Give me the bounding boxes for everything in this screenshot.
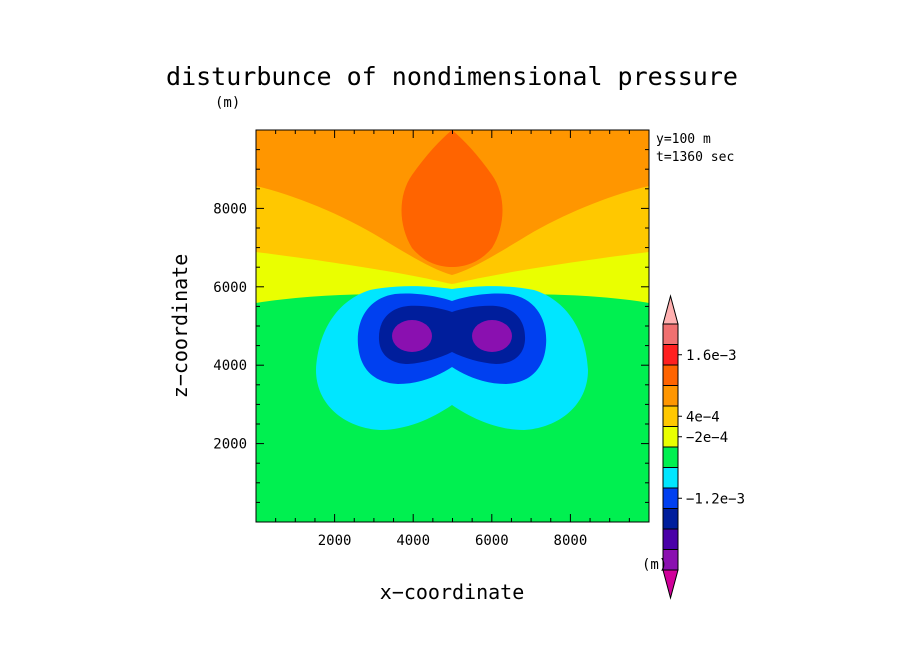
colorbar-box: [662, 405, 679, 427]
colorbar-label: −2e−4: [686, 430, 728, 446]
colorbar-box: [662, 323, 679, 345]
y-minor-ticks: [256, 149, 649, 503]
colorbar-box: [662, 467, 679, 489]
info-line-t: t=1360 sec: [656, 150, 734, 165]
info-line-y: y=100 m: [656, 132, 711, 147]
y-tick-label: 8000: [213, 201, 247, 217]
colorbar-box: [662, 364, 679, 386]
x-axis-label: x−coordinate: [380, 580, 525, 604]
y-tick-label: 2000: [213, 437, 247, 453]
y-tick-label: 6000: [213, 280, 247, 296]
colorbar-box: [662, 344, 679, 366]
colorbar-bottom-triangle: [662, 569, 679, 600]
x-tick-label: 6000: [475, 533, 509, 549]
x-major-ticks: [334, 130, 571, 522]
region-purple-core-left: [392, 320, 432, 352]
unit-bottom-label: (m): [642, 557, 667, 573]
plot-area: [256, 130, 649, 522]
colorbar-top-triangle: [662, 294, 679, 325]
y-axis-label: z−coordinate: [168, 254, 192, 399]
colorbar-box: [662, 528, 679, 550]
x-tick-label: 8000: [554, 533, 588, 549]
y-tick-label: 4000: [213, 358, 247, 374]
x-minor-ticks: [275, 130, 630, 522]
x-tick-label: 4000: [396, 533, 430, 549]
colorbar-label: −1.2e−3: [686, 491, 745, 507]
chart-title: disturbunce of nondimensional pressure: [166, 62, 738, 91]
colorbar-box: [662, 446, 679, 468]
region-dark-orange-plume: [401, 130, 503, 267]
colorbar-box: [662, 426, 679, 448]
colorbar-box: [662, 385, 679, 407]
colorbar-box: [662, 487, 679, 509]
colorbar-label: 1.6e−3: [686, 348, 737, 364]
colorbar-box: [662, 508, 679, 530]
region-purple-core-right: [472, 320, 512, 352]
colorbar: [662, 294, 682, 600]
unit-top-label: (m): [215, 95, 240, 111]
x-tick-label: 2000: [318, 533, 352, 549]
y-major-ticks: [256, 207, 649, 445]
colorbar-label: 4e−4: [686, 409, 720, 425]
